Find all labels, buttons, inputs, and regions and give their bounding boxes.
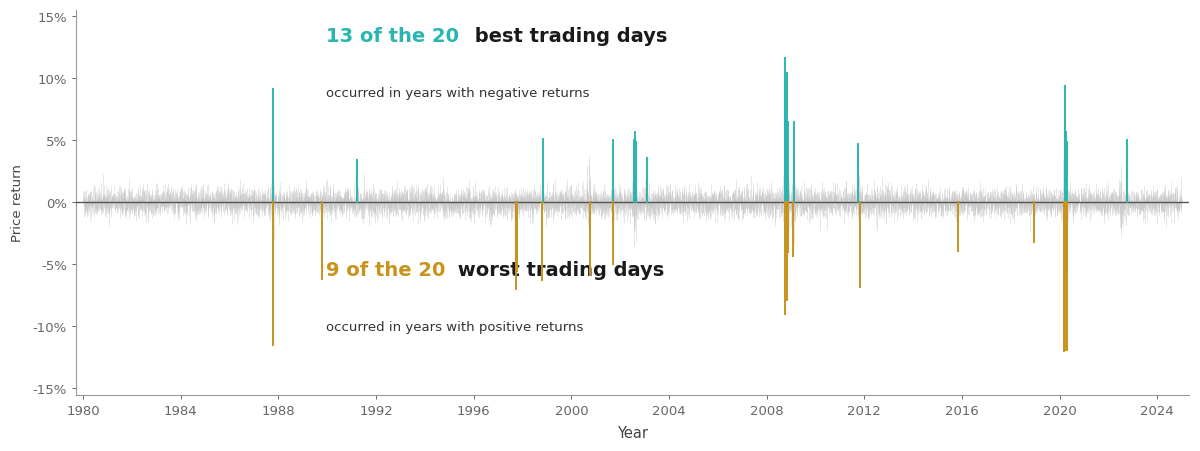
Text: occurred in years with positive returns: occurred in years with positive returns bbox=[326, 320, 583, 333]
Y-axis label: Price return: Price return bbox=[11, 164, 24, 242]
X-axis label: Year: Year bbox=[617, 425, 648, 440]
Text: best trading days: best trading days bbox=[468, 27, 667, 46]
Text: 13 of the 20: 13 of the 20 bbox=[326, 27, 460, 46]
Text: occurred in years with negative returns: occurred in years with negative returns bbox=[326, 86, 589, 99]
Text: 9 of the 20: 9 of the 20 bbox=[326, 261, 445, 280]
Text: worst trading days: worst trading days bbox=[451, 261, 664, 280]
